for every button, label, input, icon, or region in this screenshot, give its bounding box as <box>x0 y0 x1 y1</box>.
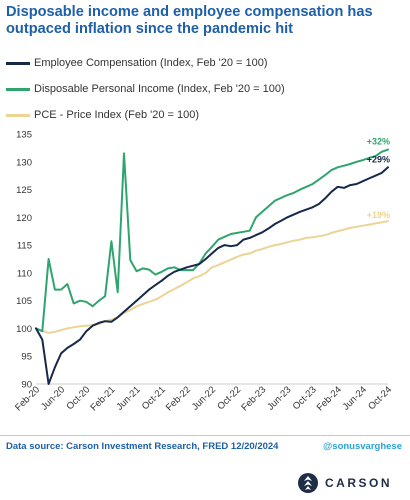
brand-name: CARSON <box>324 476 392 490</box>
legend-label-disposable-income: Disposable Personal Income (Index, Feb '… <box>34 83 285 95</box>
y-tick-label: 130 <box>16 157 32 168</box>
legend-item-disposable-income: Disposable Personal Income (Index, Feb '… <box>6 78 285 100</box>
y-tick-label: 120 <box>16 213 32 224</box>
y-tick-label: 125 <box>16 185 32 196</box>
x-tick-label: Oct-24 <box>366 384 394 412</box>
x-tick-label: Oct-22 <box>215 384 243 412</box>
x-tick-label: Jun-21 <box>114 384 142 412</box>
y-tick-label: 115 <box>17 241 32 252</box>
x-tick-label: Jun-22 <box>190 384 218 412</box>
x-tick-label: Jun-24 <box>341 384 369 412</box>
series-line <box>35 148 389 333</box>
series-line <box>35 166 389 385</box>
x-tick-label: Jun-23 <box>265 384 293 412</box>
legend-label-pce: PCE - Price Index (Feb '20 = 100) <box>34 109 200 121</box>
y-tick-label: 100 <box>16 324 32 335</box>
legend-swatch-pce <box>6 113 30 117</box>
y-tick-label: 95 <box>21 352 32 363</box>
legend-item-pce: PCE - Price Index (Feb '20 = 100) <box>6 104 285 126</box>
series-end-label: +32% <box>367 137 390 147</box>
carson-logo-icon <box>297 473 318 493</box>
x-tick-label: Oct-20 <box>64 384 92 412</box>
y-tick-label: 90 <box>21 380 32 391</box>
data-source-note: Data source: Carson Investment Research,… <box>6 441 279 452</box>
legend-swatch-employee-compensation <box>6 61 30 65</box>
legend-label-employee-compensation: Employee Compensation (Index, Feb '20 = … <box>34 57 268 69</box>
x-tick-label: Feb-22 <box>164 384 193 413</box>
y-tick-label: 135 <box>16 130 32 141</box>
y-tick-label: 110 <box>17 268 32 279</box>
x-tick-label: Jun-20 <box>39 384 67 412</box>
author-handle: @sonusvarghese <box>323 441 402 452</box>
y-tick-label: 105 <box>16 296 32 307</box>
x-tick-label: Feb-21 <box>88 384 117 413</box>
legend-item-employee-compensation: Employee Compensation (Index, Feb '20 = … <box>6 52 285 74</box>
x-tick-label: Oct-23 <box>291 384 319 412</box>
line-chart: 9095100105110115120125130135Feb-20Jun-20… <box>13 130 394 414</box>
brand-logo: CARSON <box>297 472 392 494</box>
legend: Employee Compensation (Index, Feb '20 = … <box>6 52 285 130</box>
chart-title: Disposable income and employee compensat… <box>6 4 373 37</box>
legend-swatch-disposable-income <box>6 87 30 91</box>
x-tick-label: Feb-24 <box>315 384 344 413</box>
series-line <box>35 220 389 334</box>
x-tick-label: Feb-23 <box>239 384 268 413</box>
x-tick-label: Oct-21 <box>140 384 168 412</box>
footer-divider <box>0 435 410 436</box>
series-end-label: +29% <box>367 154 390 164</box>
series-end-label: +19% <box>367 210 390 220</box>
